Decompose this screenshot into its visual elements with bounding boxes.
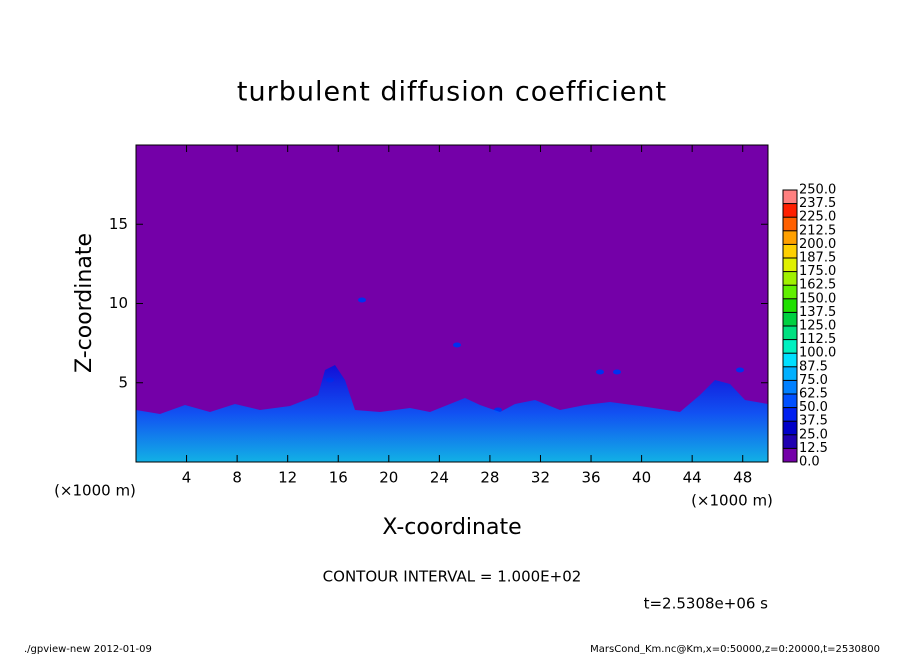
x-tick-label: 24 <box>430 469 449 487</box>
colorbar-label: 150.0 <box>799 291 836 306</box>
colorbar-band <box>783 394 797 408</box>
colorbar-band <box>783 285 797 299</box>
y-tick-label: 10 <box>109 294 128 312</box>
footer-right: MarsCond_Km.nc@Km,x=0:50000,z=0:20000,t=… <box>590 644 880 654</box>
colorbar-band <box>783 244 797 258</box>
colorbar-band <box>783 230 797 245</box>
colorbar-band <box>783 271 797 286</box>
colorbar-label: 125.0 <box>799 319 836 334</box>
field-blob <box>453 342 461 348</box>
colorbar-band <box>783 298 797 313</box>
colorbar-label: 25.0 <box>799 427 828 442</box>
colorbar-band <box>783 203 797 218</box>
x-tick-label: 4 <box>182 469 192 487</box>
colorbar: 0.012.525.037.550.062.575.087.5100.0112.… <box>782 183 836 470</box>
colorbar-label: 0.0 <box>799 455 820 470</box>
colorbar-label: 137.5 <box>799 305 836 320</box>
x-tick-label: 40 <box>632 469 651 487</box>
colorbar-label: 175.0 <box>799 264 836 279</box>
colorbar-label: 75.0 <box>799 373 828 388</box>
colorbar-label: 250.0 <box>799 183 836 198</box>
footer-left: ./gpview-new 2012-01-09 <box>24 644 152 654</box>
colorbar-band <box>783 380 797 394</box>
x-tick-label: 20 <box>379 469 398 487</box>
colorbar-band <box>783 326 797 340</box>
x-tick-label: 16 <box>329 469 348 487</box>
x-tick-label: 32 <box>531 469 550 487</box>
y-axis-label: Z-coordinate <box>72 233 97 373</box>
x-tick-label: 48 <box>733 469 752 487</box>
colorbar-label: 112.5 <box>799 332 836 347</box>
y-tick-label: 5 <box>118 373 128 391</box>
colorbar-band <box>783 353 797 367</box>
field-blob <box>596 369 604 375</box>
colorbar-label: 50.0 <box>799 400 828 415</box>
chart-title: turbulent diffusion coefficient <box>237 77 667 108</box>
colorbar-band <box>783 448 797 462</box>
field-blob <box>358 297 366 303</box>
field-blob <box>736 367 744 373</box>
colorbar-band <box>783 366 797 381</box>
colorbar-band <box>783 339 797 354</box>
colorbar-label: 212.5 <box>799 223 836 238</box>
colorbar-band <box>783 258 797 272</box>
colorbar-band <box>783 421 797 435</box>
colorbar-band <box>783 190 797 204</box>
x-unit-left: (×1000 m) <box>54 482 136 500</box>
x-tick-label: 8 <box>232 469 242 487</box>
colorbar-label: 37.5 <box>799 414 828 429</box>
colorbar-band <box>783 312 797 326</box>
colorbar-label: 100.0 <box>799 346 836 361</box>
contour-interval: CONTOUR INTERVAL = 1.000E+02 <box>323 568 582 586</box>
x-unit-right: (×1000 m) <box>691 492 773 510</box>
colorbar-band <box>783 434 797 449</box>
y-tick-label: 15 <box>109 215 128 233</box>
time-label: t=2.5308e+06 s <box>644 595 769 613</box>
x-tick-label: 12 <box>278 469 297 487</box>
colorbar-label: 200.0 <box>799 237 836 252</box>
field-blob <box>613 369 621 375</box>
turbulent-layer <box>136 365 768 462</box>
colorbar-band <box>783 407 797 422</box>
x-tick-label: 36 <box>581 469 600 487</box>
colorbar-label: 87.5 <box>799 359 828 374</box>
colorbar-label: 162.5 <box>799 278 836 293</box>
x-axis-label: X-coordinate <box>382 515 521 540</box>
colorbar-label: 225.0 <box>799 210 836 225</box>
colorbar-label: 12.5 <box>799 441 828 456</box>
colorbar-band <box>783 217 797 231</box>
colorbar-label: 237.5 <box>799 196 836 211</box>
x-tick-label: 28 <box>480 469 499 487</box>
x-tick-label: 44 <box>683 469 702 487</box>
colorbar-label: 187.5 <box>799 251 836 266</box>
colorbar-label: 62.5 <box>799 387 828 402</box>
